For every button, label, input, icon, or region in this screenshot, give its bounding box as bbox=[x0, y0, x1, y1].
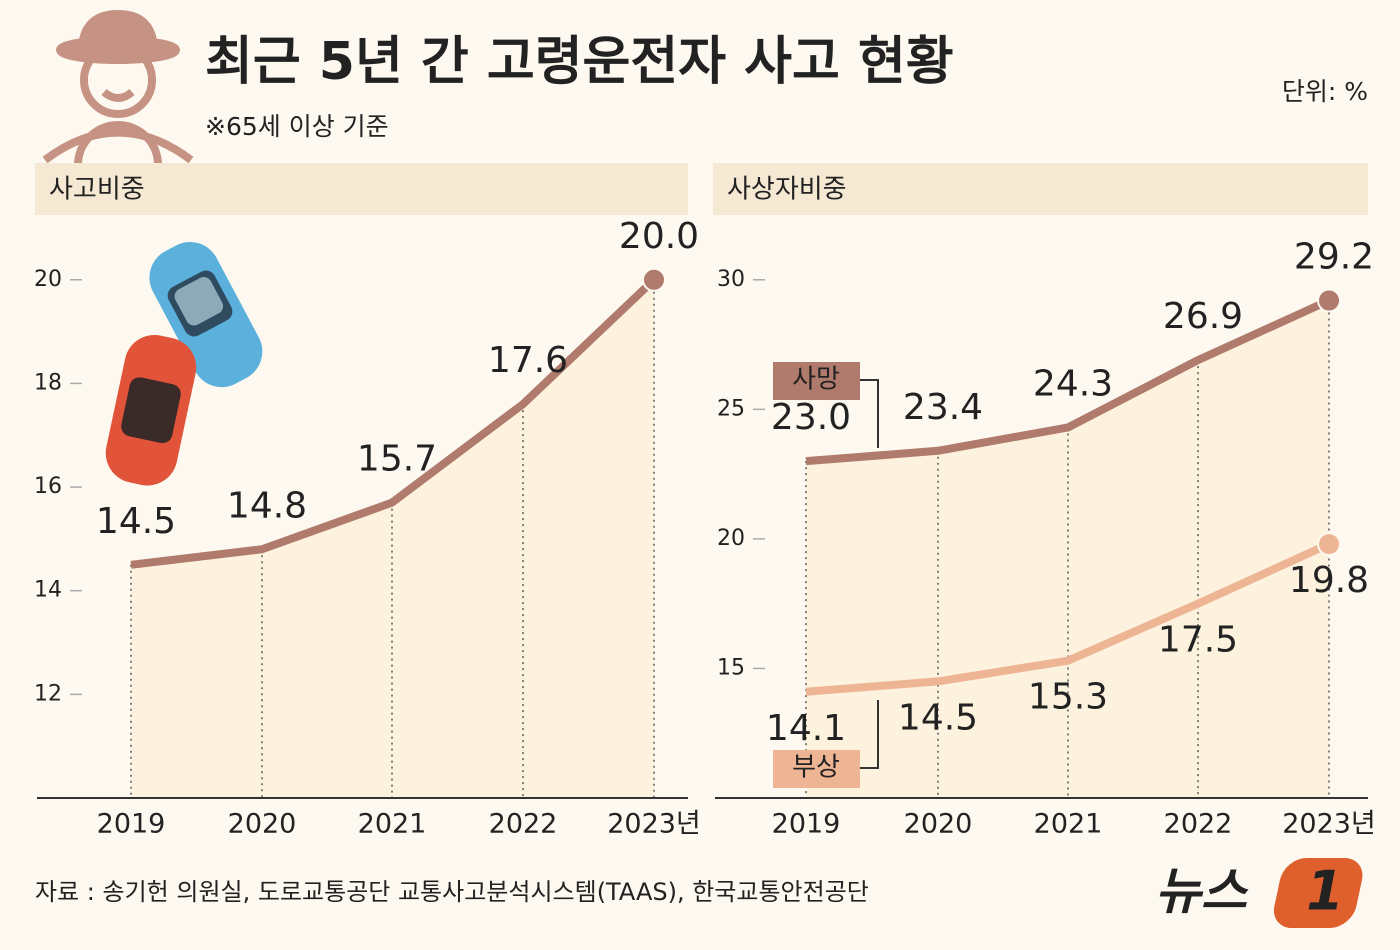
x-tick-label: 2020 bbox=[904, 809, 973, 840]
end-marker bbox=[642, 267, 666, 292]
end-marker bbox=[1317, 532, 1341, 557]
panel-title: 사상자비중 bbox=[727, 175, 847, 205]
source: 자료 : 송기헌 의원실, 도로교통공단 교통사고분석시스템(TAAS), 한국… bbox=[35, 878, 869, 906]
y-tick-label: 15 bbox=[717, 655, 745, 680]
value-label: 15.7 bbox=[357, 439, 437, 480]
logo-badge bbox=[1273, 858, 1363, 928]
value-label: 29.2 bbox=[1294, 237, 1374, 278]
unit: 단위: % bbox=[1282, 77, 1368, 106]
y-tick-label: 16 bbox=[34, 474, 62, 499]
y-tick-label: 12 bbox=[34, 681, 62, 706]
panel-title: 사고비중 bbox=[49, 175, 145, 205]
y-tick-label: 20 bbox=[34, 267, 62, 292]
panel-header bbox=[35, 163, 688, 215]
crash-illustration bbox=[105, 241, 263, 486]
value-label: 14.5 bbox=[96, 501, 176, 542]
y-tick-label: 30 bbox=[717, 267, 745, 292]
x-tick-label: 2019 bbox=[97, 809, 166, 840]
logo-name: 뉴스 bbox=[1155, 863, 1249, 921]
value-label: 17.6 bbox=[488, 340, 568, 381]
value-label: 14.8 bbox=[227, 485, 307, 526]
value-label: 24.3 bbox=[1033, 363, 1113, 404]
value-label: 23.0 bbox=[771, 397, 851, 438]
value-label: 26.9 bbox=[1163, 296, 1243, 337]
value-label: 23.4 bbox=[903, 387, 983, 428]
x-tick-label: 2021 bbox=[1034, 809, 1103, 840]
x-tick-label: 2023년 bbox=[1282, 809, 1376, 840]
value-label: 14.1 bbox=[766, 708, 846, 749]
y-tick-label: 14 bbox=[34, 578, 62, 603]
legend-label: 사망 bbox=[792, 365, 840, 395]
data-line bbox=[805, 540, 1331, 696]
x-tick-label: 2019 bbox=[772, 809, 841, 840]
value-label: 17.5 bbox=[1158, 620, 1238, 661]
value-label: 14.5 bbox=[898, 697, 978, 738]
x-tick-label: 2023년 bbox=[607, 809, 701, 840]
y-tick-label: 18 bbox=[34, 370, 62, 395]
legend-label: 부상 bbox=[792, 753, 840, 783]
end-marker bbox=[1317, 288, 1341, 313]
title: 최근 5년 간 고령운전자 사고 현황 bbox=[205, 32, 954, 92]
legend-bracket bbox=[860, 379, 879, 448]
x-tick-label: 2021 bbox=[358, 809, 427, 840]
legend-swatch bbox=[773, 362, 860, 400]
legend-bracket bbox=[860, 700, 879, 769]
value-label: 20.0 bbox=[619, 216, 699, 257]
x-tick-label: 2020 bbox=[228, 809, 297, 840]
x-tick-label: 2022 bbox=[1164, 809, 1233, 840]
value-label: 19.8 bbox=[1289, 560, 1369, 601]
logo: 뉴스 1 bbox=[1155, 858, 1363, 928]
legend-swatch bbox=[773, 750, 860, 788]
data-line bbox=[805, 296, 1331, 466]
y-tick-label: 20 bbox=[717, 526, 745, 551]
note: ※65세 이상 기준 bbox=[205, 112, 389, 141]
logo-number: 1 bbox=[1306, 860, 1344, 923]
y-tick-label: 25 bbox=[717, 396, 745, 421]
panel-header bbox=[713, 163, 1368, 215]
x-tick-label: 2022 bbox=[489, 809, 558, 840]
data-line bbox=[130, 276, 657, 569]
value-label: 15.3 bbox=[1028, 677, 1108, 718]
